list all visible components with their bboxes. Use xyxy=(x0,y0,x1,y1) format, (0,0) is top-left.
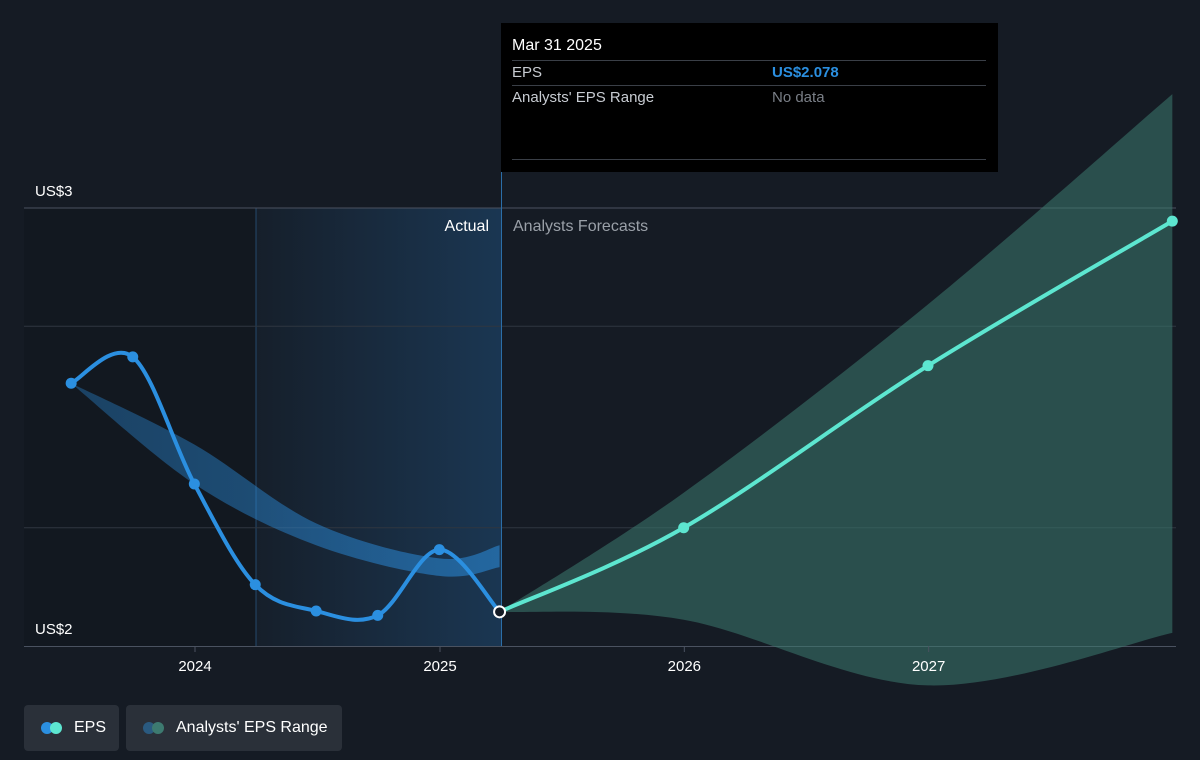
legend-eps-button[interactable]: EPS xyxy=(24,705,119,751)
eps-line-forecast xyxy=(497,219,1175,614)
range-legend-icon xyxy=(143,722,165,734)
tooltip-range-value: No data xyxy=(772,89,825,106)
eps-point[interactable] xyxy=(433,544,445,556)
tooltip-date: Mar 31 2025 xyxy=(512,37,602,54)
x-tick-label: 2025 xyxy=(423,658,456,675)
tooltip-eps-label: EPS xyxy=(512,64,543,81)
x-tick-label: 2027 xyxy=(912,658,945,675)
eps-line-actual xyxy=(69,350,502,622)
tooltip-range-label: Analysts' EPS Range xyxy=(512,89,655,106)
range-forecast-dot xyxy=(152,722,164,734)
y-tick-label: US$3 xyxy=(35,183,73,200)
legend-eps-label: EPS xyxy=(74,719,107,736)
eps-forecast-dot xyxy=(50,722,62,734)
tooltip-eps-value: US$2.078 xyxy=(772,64,839,81)
eps-point-hovered[interactable] xyxy=(493,605,507,619)
actual-period-highlight xyxy=(256,208,501,646)
forecast-label: Analysts Forecasts xyxy=(513,218,648,235)
tooltip-row-eps: EPS US$2.078 xyxy=(512,60,986,86)
eps-point[interactable] xyxy=(372,609,384,621)
eps-point[interactable] xyxy=(1166,215,1178,227)
legend-range-label: Analysts' EPS Range xyxy=(176,719,328,736)
eps-point[interactable] xyxy=(310,605,322,617)
eps-point[interactable] xyxy=(678,522,690,534)
tooltip-divider xyxy=(512,159,986,160)
eps-point[interactable] xyxy=(65,377,77,389)
x-tick-label: 2026 xyxy=(668,658,701,675)
eps-point[interactable] xyxy=(188,478,200,490)
eps-point[interactable] xyxy=(249,579,261,591)
legend-range-button[interactable]: Analysts' EPS Range xyxy=(126,705,342,751)
eps-point[interactable] xyxy=(922,360,934,372)
eps-legend-icon xyxy=(41,722,63,734)
tooltip-row-range: Analysts' EPS Range No data xyxy=(512,85,986,111)
eps-point[interactable] xyxy=(127,351,139,363)
eps-chart: Actual Analysts Forecasts US$3 US$2 2024 2… xyxy=(24,94,1178,686)
eps-range-band-forecast xyxy=(499,94,1173,686)
y-tick-label: US$2 xyxy=(35,621,73,638)
tooltip: Mar 31 2025 EPS US$2.078 Analysts' EPS R… xyxy=(501,23,998,172)
actual-label: Actual xyxy=(445,218,489,235)
x-tick-label: 2024 xyxy=(178,658,211,675)
